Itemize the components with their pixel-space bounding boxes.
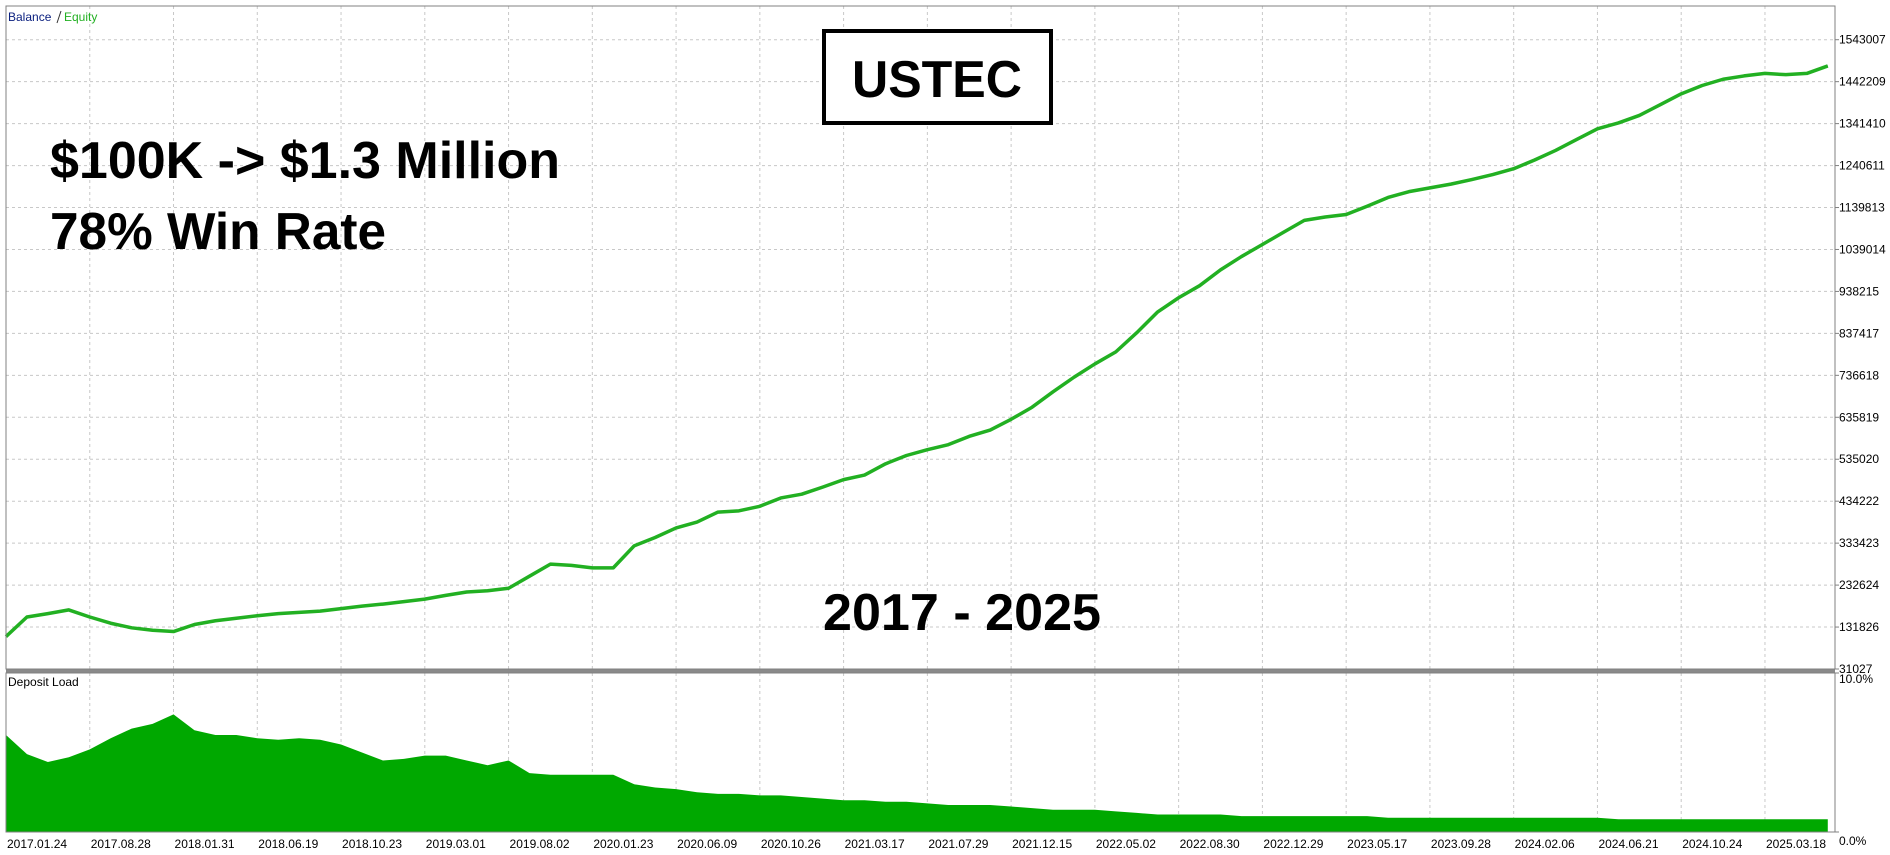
load-panel-frame: [5, 672, 1836, 833]
legend-separator: [56, 10, 62, 24]
x-tick-label: 2021.07.29: [928, 837, 988, 851]
y-tick-label: 434222: [1839, 494, 1879, 508]
marks: [4, 64, 1829, 832]
y-tick-label: 1240611: [1839, 159, 1885, 173]
x-tick-label: 2022.12.29: [1263, 837, 1323, 851]
load-area: [6, 714, 1828, 832]
x-tick-label: 2024.06.21: [1598, 837, 1658, 851]
title: USTEC: [852, 51, 1022, 109]
y-tick-label: 635819: [1839, 410, 1879, 424]
title-box: [822, 29, 1053, 125]
price-panel-frame: [5, 5, 1836, 670]
x-tick-label: 2022.08.30: [1180, 837, 1240, 851]
y-tick-label: 232624: [1839, 578, 1879, 592]
headline: $100K -> $1.3 Million: [50, 132, 560, 190]
y-tick-label: 31027: [1839, 662, 1873, 676]
y-tick-label: 1543007: [1839, 33, 1886, 47]
x-tick-label: 2020.01.23: [593, 837, 653, 851]
x-tick-label: 2021.03.17: [845, 837, 905, 851]
x-tick-label: 2018.10.23: [342, 837, 402, 851]
x-tick-label: 2018.01.31: [175, 837, 235, 851]
legend-balance: Balance: [8, 10, 52, 24]
y-tick-label: 131826: [1839, 620, 1879, 634]
x-tick-label: 2018.06.19: [258, 837, 318, 851]
legend-equity: Equity: [64, 10, 97, 24]
y2-tick-label: 0.0%: [1839, 834, 1867, 848]
y-tick-label: 938215: [1839, 284, 1879, 298]
win-rate: 78% Win Rate: [50, 203, 386, 261]
x-tick-label: 2017.08.28: [91, 837, 151, 851]
x-tick-label: 2020.10.26: [761, 837, 821, 851]
y-tick-label: 333423: [1839, 536, 1879, 550]
x-tick-label: 2024.02.06: [1515, 837, 1575, 851]
y-tick-label: 736618: [1839, 368, 1879, 382]
x-tick-label: 2023.09.28: [1431, 837, 1491, 851]
y-tick-label: 1341410: [1839, 117, 1886, 131]
x-tick-label: 2019.03.01: [426, 837, 486, 851]
x-tick-label: 2017.01.24: [7, 837, 67, 851]
y2-tick-label: 10.0%: [1839, 672, 1873, 686]
y-tick-label: 837417: [1839, 326, 1879, 340]
x-tick-label: 2020.06.09: [677, 837, 737, 851]
x-tick-label: 2024.10.24: [1682, 837, 1742, 851]
period: 2017 - 2025: [823, 584, 1101, 642]
y-tick-label: 1139813: [1839, 201, 1885, 215]
load-panel-label: Deposit Load: [8, 675, 79, 689]
x-tick-label: 2021.12.15: [1012, 837, 1072, 851]
y-tick-label: 1442209: [1839, 75, 1886, 89]
x-tick-label: 2022.05.02: [1096, 837, 1156, 851]
x-tick-label: 2023.05.17: [1347, 837, 1407, 851]
y-tick-label: 535020: [1839, 452, 1879, 466]
series-line: [4, 64, 1829, 638]
y-tick-label: 1039014: [1839, 242, 1886, 256]
x-tick-label: 2025.03.18: [1766, 837, 1826, 851]
x-tick-label: 2019.08.02: [510, 837, 570, 851]
